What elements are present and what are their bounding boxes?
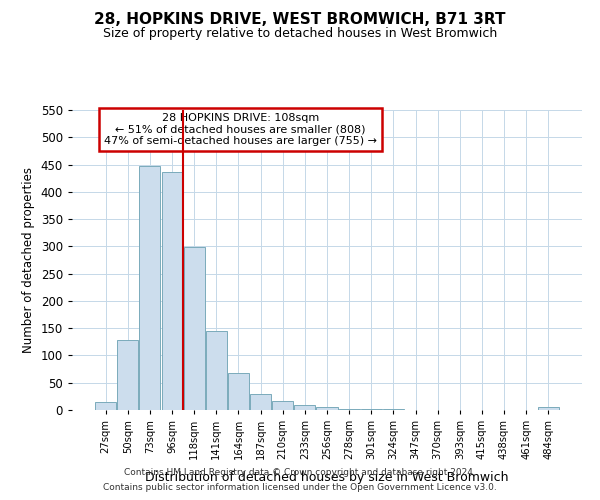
Bar bbox=[139, 166, 160, 410]
Text: Contains public sector information licensed under the Open Government Licence v3: Contains public sector information licen… bbox=[103, 483, 497, 492]
Text: 28 HOPKINS DRIVE: 108sqm
← 51% of detached houses are smaller (808)
47% of semi-: 28 HOPKINS DRIVE: 108sqm ← 51% of detach… bbox=[104, 113, 377, 146]
Text: Contains HM Land Registry data © Crown copyright and database right 2024.: Contains HM Land Registry data © Crown c… bbox=[124, 468, 476, 477]
Text: 28, HOPKINS DRIVE, WEST BROMWICH, B71 3RT: 28, HOPKINS DRIVE, WEST BROMWICH, B71 3R… bbox=[94, 12, 506, 28]
Bar bbox=[95, 402, 116, 410]
Bar bbox=[316, 408, 338, 410]
Bar bbox=[538, 408, 559, 410]
Bar bbox=[184, 248, 205, 410]
Bar bbox=[250, 394, 271, 410]
Bar bbox=[272, 400, 293, 410]
Bar bbox=[118, 340, 139, 410]
Bar bbox=[161, 172, 182, 410]
Bar bbox=[228, 373, 249, 410]
Text: Size of property relative to detached houses in West Bromwich: Size of property relative to detached ho… bbox=[103, 28, 497, 40]
Y-axis label: Number of detached properties: Number of detached properties bbox=[22, 167, 35, 353]
Bar bbox=[295, 405, 316, 410]
X-axis label: Distribution of detached houses by size in West Bromwich: Distribution of detached houses by size … bbox=[145, 470, 509, 484]
Bar bbox=[206, 331, 227, 410]
